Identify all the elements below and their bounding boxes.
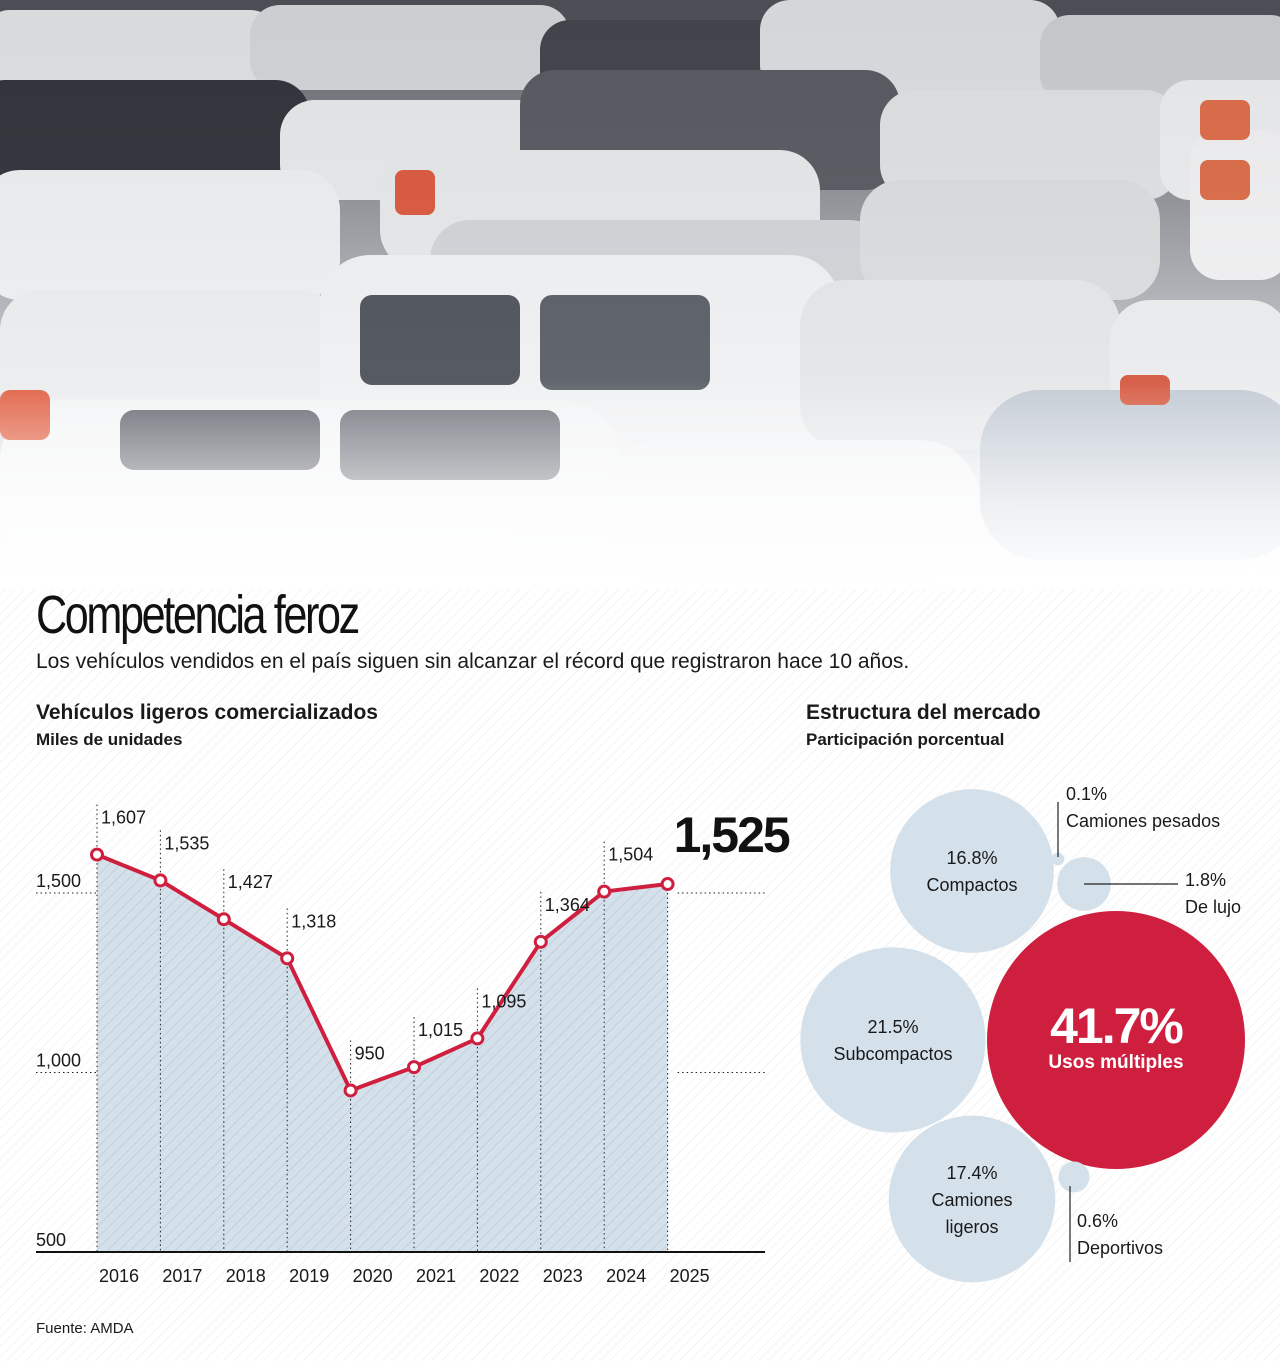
bubble-value-label: 0.6% bbox=[1077, 1211, 1118, 1231]
bubble-chart-subtitle: Participación porcentual bbox=[806, 730, 1005, 749]
header-photo bbox=[0, 0, 1280, 590]
bubble-category-label: Usos múltiples bbox=[1048, 1052, 1183, 1073]
data-point bbox=[470, 1031, 485, 1046]
data-label-highlight: 1,525 bbox=[674, 807, 790, 863]
area-fill bbox=[97, 854, 668, 1252]
x-tick-label: 2025 bbox=[670, 1266, 710, 1286]
y-tick-label: 500 bbox=[36, 1230, 66, 1250]
x-tick-label: 2021 bbox=[416, 1266, 456, 1286]
data-label: 1,318 bbox=[291, 911, 336, 931]
source-note: Fuente: AMDA bbox=[36, 1320, 134, 1337]
bubble bbox=[890, 789, 1054, 953]
data-label: 1,607 bbox=[101, 808, 146, 828]
x-tick-label: 2022 bbox=[479, 1266, 519, 1286]
bubble bbox=[987, 911, 1245, 1169]
data-label: 1,535 bbox=[164, 833, 209, 853]
data-label: 1,095 bbox=[481, 991, 526, 1011]
bubble bbox=[888, 1115, 1056, 1283]
x-tick-label: 2017 bbox=[162, 1266, 202, 1286]
data-point bbox=[533, 934, 548, 949]
bubble-category-label: Subcompactos bbox=[833, 1044, 952, 1064]
data-point bbox=[216, 912, 231, 927]
y-tick-label: 1,500 bbox=[36, 871, 81, 891]
bubble-value-label: 17.4% bbox=[946, 1163, 997, 1183]
bubble-value-label: 16.8% bbox=[946, 848, 997, 868]
bubble-category-label: Compactos bbox=[926, 875, 1017, 895]
line-chart-title: Vehículos ligeros comercializados bbox=[36, 701, 378, 724]
bubble-value-label: 21.5% bbox=[867, 1017, 918, 1037]
bubble-category-label: Deportivos bbox=[1077, 1238, 1163, 1258]
page-subtitle: Los vehículos vendidos en el país siguen… bbox=[36, 650, 910, 673]
data-point bbox=[280, 951, 295, 966]
line-chart: 500 1,000 1,500 1,607 1,535 1,427 1,318 950 1,01… bbox=[36, 804, 792, 1286]
bubble bbox=[800, 947, 986, 1133]
data-point bbox=[660, 877, 675, 892]
data-label: 1,504 bbox=[608, 845, 653, 865]
data-point bbox=[407, 1060, 421, 1075]
x-tick-label: 2024 bbox=[606, 1266, 646, 1286]
data-point bbox=[343, 1083, 358, 1098]
series-line bbox=[96, 852, 668, 1093]
bubble bbox=[1051, 852, 1065, 866]
bubble-category-label: De lujo bbox=[1185, 897, 1241, 917]
data-label: 950 bbox=[355, 1043, 385, 1063]
x-tick-label: 2016 bbox=[99, 1266, 139, 1286]
bubble-category-label: ligeros bbox=[945, 1217, 998, 1237]
x-tick-label: 2023 bbox=[543, 1266, 583, 1286]
data-label: 1,427 bbox=[228, 872, 273, 892]
bubble-value-label: 41.7% bbox=[1050, 998, 1183, 1054]
x-tick-label: 2018 bbox=[226, 1266, 266, 1286]
y-tick-label: 1,000 bbox=[36, 1051, 81, 1071]
bubble-value-label: 0.1% bbox=[1066, 784, 1107, 804]
bubble-category-label: Camiones bbox=[931, 1190, 1012, 1210]
data-label: 1,015 bbox=[418, 1020, 463, 1040]
data-label: 1,364 bbox=[545, 895, 590, 915]
bubble bbox=[1058, 1161, 1090, 1193]
bubble-chart-title: Estructura del mercado bbox=[806, 701, 1041, 724]
x-tick-label: 2020 bbox=[353, 1266, 393, 1286]
page-title: Competencia feroz bbox=[36, 585, 360, 645]
x-tick-label: 2019 bbox=[289, 1266, 329, 1286]
data-point bbox=[597, 884, 612, 899]
bubble-value-label: 1.8% bbox=[1185, 870, 1226, 890]
data-point bbox=[153, 873, 168, 888]
line-chart-subtitle: Miles de unidades bbox=[36, 730, 183, 749]
bubble-category-label: Camiones pesados bbox=[1066, 811, 1220, 831]
data-point bbox=[90, 847, 104, 862]
